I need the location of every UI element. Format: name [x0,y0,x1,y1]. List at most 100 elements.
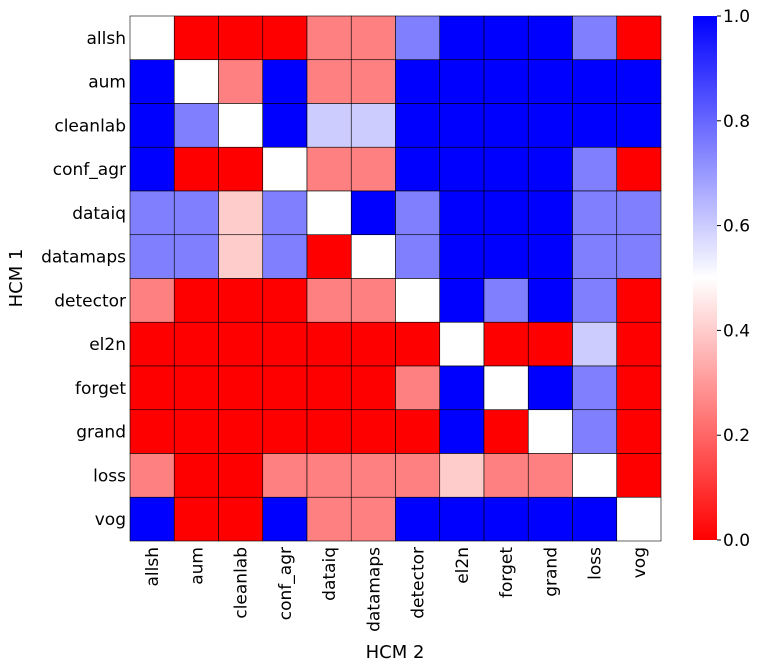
column-tick-label-allsh: allsh [143,547,163,587]
heatmap-cell-grand-dataiq [306,409,352,454]
heatmap-cell-cleanlab-vog [616,103,662,148]
heatmap-cell-detector-conf_agr [262,278,308,323]
heatmap-cell-vog-datamaps [350,496,396,542]
heatmap-cell-loss-cleanlab [218,453,264,498]
heatmap-cell-grand-detector [395,409,441,454]
heatmap-cell-cleanlab-dataiq [306,103,352,148]
heatmap-cell-forget-grand [527,365,573,411]
heatmap-cell-loss-el2n [439,453,485,498]
heatmap-cell-cleanlab-el2n [439,103,485,148]
heatmap-cell-aum-cleanlab [218,59,264,104]
heatmap-cell-aum-el2n [439,59,485,104]
heatmap-cell-grand-loss [572,409,618,454]
heatmap-cell-el2n-grand [527,321,573,367]
heatmap-cell-allsh-cleanlab [218,15,264,61]
heatmap-cell-allsh-grand [527,15,573,61]
heatmap-cell-vog-grand [527,496,573,542]
heatmap-cell-dataiq-loss [572,190,618,236]
heatmap-cell-vog-forget [483,496,529,542]
heatmap-cell-datamaps-conf_agr [262,234,308,279]
heatmap-cell-allsh-el2n [439,15,485,61]
heatmap-cell-allsh-vog [616,15,662,61]
heatmap-cell-aum-conf_agr [262,59,308,104]
row-tick-label-datamaps: datamaps [41,248,126,268]
heatmap-cell-cleanlab-allsh [129,103,175,148]
heatmap-cell-datamaps-grand [527,234,573,279]
heatmap-cell-forget-cleanlab [218,365,264,411]
heatmap-cell-conf_agr-forget [483,146,529,192]
column-tick-label-aum: aum [187,547,207,585]
heatmap-cell-el2n-datamaps [350,321,396,367]
y-axis-label: HCM 1 [6,249,27,308]
colorbar-tick-label-0.4: 0.4 [723,321,750,341]
heatmap-cell-aum-forget [483,59,529,104]
heatmap-cell-vog-allsh [129,496,175,542]
heatmap-cell-grand-vog [616,409,662,454]
heatmap-cell-el2n-cleanlab [218,321,264,367]
row-tick-label-conf_agr: conf_agr [53,160,126,180]
heatmap-cell-conf_agr-dataiq [306,146,352,192]
heatmap-cell-detector-vog [616,278,662,323]
heatmap-cell-loss-grand [527,453,573,498]
heatmap-cell-vog-loss [572,496,618,542]
heatmap-cell-detector-cleanlab [218,278,264,323]
heatmap-cell-aum-loss [572,59,618,104]
heatmap-cell-allsh-detector [395,15,441,61]
heatmap-cell-grand-conf_agr [262,409,308,454]
x-axis-label: HCM 2 [366,642,425,663]
heatmap-cell-el2n-aum [173,321,219,367]
heatmap-cell-loss-loss [572,453,618,498]
heatmap-cell-vog-conf_agr [262,496,308,542]
heatmap-cell-datamaps-dataiq [306,234,352,279]
heatmap-cell-vog-el2n [439,496,485,542]
heatmap-cell-dataiq-grand [527,190,573,236]
colorbar-tick-label-0.6: 0.6 [723,217,750,237]
colorbar-tick-label-1.0: 1.0 [723,7,750,27]
heatmap-cell-datamaps-allsh [129,234,175,279]
heatmap-cell-dataiq-allsh [129,190,175,236]
heatmap-cell-cleanlab-aum [173,103,219,148]
heatmap-cell-dataiq-detector [395,190,441,236]
heatmap-cell-dataiq-vog [616,190,662,236]
column-tick-labels: allsh aum cleanlab conf_agr dataiq datamaps de… [143,547,650,632]
heatmap-cell-cleanlab-cleanlab [218,103,264,148]
heatmap-cell-el2n-detector [395,321,441,367]
heatmap-cells [129,15,662,542]
heatmap-cell-vog-cleanlab [218,496,264,542]
heatmap-cell-conf_agr-grand [527,146,573,192]
column-tick-label-datamaps: datamaps [364,547,384,632]
heatmap-cell-forget-aum [173,365,219,411]
heatmap-cell-cleanlab-loss [572,103,618,148]
heatmap-cell-forget-el2n [439,365,485,411]
heatmap-cell-datamaps-cleanlab [218,234,264,279]
heatmap-cell-loss-detector [395,453,441,498]
heatmap-cell-detector-aum [173,278,219,323]
heatmap-cell-conf_agr-aum [173,146,219,192]
row-tick-label-el2n: el2n [89,335,126,355]
heatmap-cell-aum-datamaps [350,59,396,104]
column-tick-label-dataiq: dataiq [320,547,340,601]
heatmap-cell-grand-cleanlab [218,409,264,454]
heatmap-cell-grand-forget [483,409,529,454]
heatmap-cell-grand-el2n [439,409,485,454]
colorbar-ticks: 0.0 0.2 0.4 0.6 0.8 1.0 [717,7,750,551]
heatmap-cell-el2n-el2n [439,321,485,367]
heatmap-cell-detector-detector [395,278,441,323]
heatmap-cell-forget-vog [616,365,662,411]
heatmap-cell-conf_agr-allsh [129,146,175,192]
heatmap-cell-datamaps-loss [572,234,618,279]
heatmap-cell-datamaps-aum [173,234,219,279]
heatmap-cell-forget-allsh [129,365,175,411]
heatmap-cell-el2n-dataiq [306,321,352,367]
heatmap-cell-detector-loss [572,278,618,323]
heatmap-cell-allsh-datamaps [350,15,396,61]
heatmap-cell-datamaps-forget [483,234,529,279]
heatmap-cell-aum-aum [173,59,219,104]
colorbar-tick-label-0.0: 0.0 [723,531,750,551]
heatmap-cell-detector-datamaps [350,278,396,323]
heatmap-cell-conf_agr-detector [395,146,441,192]
heatmap-cell-detector-grand [527,278,573,323]
column-tick-label-loss: loss [586,547,606,580]
